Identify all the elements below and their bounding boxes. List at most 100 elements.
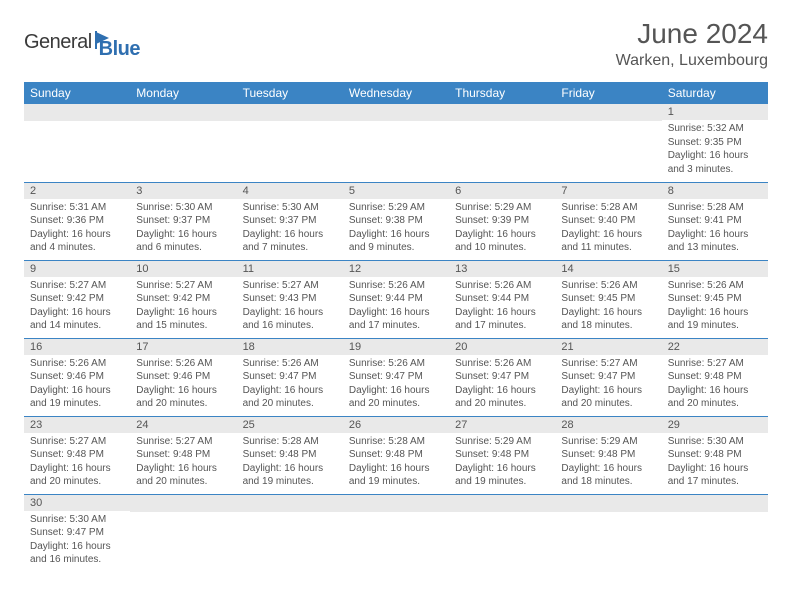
day-number: 23 — [24, 417, 130, 433]
day-cell: 6Sunrise: 5:29 AMSunset: 9:39 PMDaylight… — [449, 182, 555, 260]
day-details: Sunrise: 5:30 AMSunset: 9:48 PMDaylight:… — [662, 433, 768, 493]
day-number: 17 — [130, 339, 236, 355]
empty-cell — [237, 494, 343, 572]
day-cell: 24Sunrise: 5:27 AMSunset: 9:48 PMDayligh… — [130, 416, 236, 494]
day-cell: 27Sunrise: 5:29 AMSunset: 9:48 PMDayligh… — [449, 416, 555, 494]
day-details: Sunrise: 5:27 AMSunset: 9:42 PMDaylight:… — [130, 277, 236, 337]
day-details: Sunrise: 5:26 AMSunset: 9:47 PMDaylight:… — [237, 355, 343, 415]
day-cell: 28Sunrise: 5:29 AMSunset: 9:48 PMDayligh… — [555, 416, 661, 494]
day-details: Sunrise: 5:26 AMSunset: 9:45 PMDaylight:… — [555, 277, 661, 337]
day-number: 19 — [343, 339, 449, 355]
day-cell: 25Sunrise: 5:28 AMSunset: 9:48 PMDayligh… — [237, 416, 343, 494]
day-details: Sunrise: 5:27 AMSunset: 9:48 PMDaylight:… — [662, 355, 768, 415]
day-cell: 16Sunrise: 5:26 AMSunset: 9:46 PMDayligh… — [24, 338, 130, 416]
day-number: 12 — [343, 261, 449, 277]
empty-cell — [237, 104, 343, 182]
logo: General Blue — [24, 24, 140, 61]
day-number: 15 — [662, 261, 768, 277]
day-number: 8 — [662, 183, 768, 199]
day-details: Sunrise: 5:28 AMSunset: 9:48 PMDaylight:… — [237, 433, 343, 493]
day-cell: 14Sunrise: 5:26 AMSunset: 9:45 PMDayligh… — [555, 260, 661, 338]
day-details: Sunrise: 5:26 AMSunset: 9:47 PMDaylight:… — [343, 355, 449, 415]
calendar-table: SundayMondayTuesdayWednesdayThursdayFrid… — [24, 82, 768, 572]
day-cell: 9Sunrise: 5:27 AMSunset: 9:42 PMDaylight… — [24, 260, 130, 338]
day-details: Sunrise: 5:29 AMSunset: 9:39 PMDaylight:… — [449, 199, 555, 259]
day-details: Sunrise: 5:28 AMSunset: 9:40 PMDaylight:… — [555, 199, 661, 259]
weekday-header: Tuesday — [237, 82, 343, 104]
day-details: Sunrise: 5:26 AMSunset: 9:44 PMDaylight:… — [343, 277, 449, 337]
day-number: 29 — [662, 417, 768, 433]
weekday-header: Wednesday — [343, 82, 449, 104]
day-number: 13 — [449, 261, 555, 277]
day-number: 28 — [555, 417, 661, 433]
weekday-header-row: SundayMondayTuesdayWednesdayThursdayFrid… — [24, 82, 768, 104]
day-number: 6 — [449, 183, 555, 199]
day-number: 27 — [449, 417, 555, 433]
day-cell: 17Sunrise: 5:26 AMSunset: 9:46 PMDayligh… — [130, 338, 236, 416]
day-number: 26 — [343, 417, 449, 433]
weekday-header: Friday — [555, 82, 661, 104]
day-number: 7 — [555, 183, 661, 199]
calendar-row: 23Sunrise: 5:27 AMSunset: 9:48 PMDayligh… — [24, 416, 768, 494]
day-cell: 3Sunrise: 5:30 AMSunset: 9:37 PMDaylight… — [130, 182, 236, 260]
day-number: 10 — [130, 261, 236, 277]
day-details: Sunrise: 5:29 AMSunset: 9:38 PMDaylight:… — [343, 199, 449, 259]
day-number: 3 — [130, 183, 236, 199]
day-number: 11 — [237, 261, 343, 277]
day-number: 9 — [24, 261, 130, 277]
empty-cell — [343, 494, 449, 572]
day-number: 16 — [24, 339, 130, 355]
empty-cell — [343, 104, 449, 182]
day-details: Sunrise: 5:26 AMSunset: 9:47 PMDaylight:… — [449, 355, 555, 415]
day-details: Sunrise: 5:28 AMSunset: 9:48 PMDaylight:… — [343, 433, 449, 493]
day-cell: 7Sunrise: 5:28 AMSunset: 9:40 PMDaylight… — [555, 182, 661, 260]
day-number: 2 — [24, 183, 130, 199]
day-cell: 5Sunrise: 5:29 AMSunset: 9:38 PMDaylight… — [343, 182, 449, 260]
day-number: 18 — [237, 339, 343, 355]
empty-cell — [449, 494, 555, 572]
empty-cell — [555, 104, 661, 182]
day-cell: 1Sunrise: 5:32 AMSunset: 9:35 PMDaylight… — [662, 104, 768, 182]
day-details: Sunrise: 5:27 AMSunset: 9:48 PMDaylight:… — [24, 433, 130, 493]
day-details: Sunrise: 5:30 AMSunset: 9:37 PMDaylight:… — [237, 199, 343, 259]
day-details: Sunrise: 5:27 AMSunset: 9:47 PMDaylight:… — [555, 355, 661, 415]
day-cell: 23Sunrise: 5:27 AMSunset: 9:48 PMDayligh… — [24, 416, 130, 494]
day-details: Sunrise: 5:26 AMSunset: 9:45 PMDaylight:… — [662, 277, 768, 337]
title-block: June 2024 Warken, Luxembourg — [616, 18, 768, 70]
day-details: Sunrise: 5:30 AMSunset: 9:47 PMDaylight:… — [24, 511, 130, 571]
day-cell: 21Sunrise: 5:27 AMSunset: 9:47 PMDayligh… — [555, 338, 661, 416]
day-cell: 19Sunrise: 5:26 AMSunset: 9:47 PMDayligh… — [343, 338, 449, 416]
calendar-body: 1Sunrise: 5:32 AMSunset: 9:35 PMDaylight… — [24, 104, 768, 572]
header: General Blue June 2024 Warken, Luxembour… — [24, 18, 768, 70]
logo-text-general: General — [24, 31, 92, 54]
day-cell: 13Sunrise: 5:26 AMSunset: 9:44 PMDayligh… — [449, 260, 555, 338]
day-cell: 26Sunrise: 5:28 AMSunset: 9:48 PMDayligh… — [343, 416, 449, 494]
empty-cell — [555, 494, 661, 572]
day-number: 25 — [237, 417, 343, 433]
day-cell: 18Sunrise: 5:26 AMSunset: 9:47 PMDayligh… — [237, 338, 343, 416]
month-title: June 2024 — [616, 18, 768, 50]
day-number: 14 — [555, 261, 661, 277]
day-number: 5 — [343, 183, 449, 199]
day-details: Sunrise: 5:26 AMSunset: 9:46 PMDaylight:… — [24, 355, 130, 415]
location: Warken, Luxembourg — [616, 52, 768, 70]
day-details: Sunrise: 5:29 AMSunset: 9:48 PMDaylight:… — [449, 433, 555, 493]
day-cell: 10Sunrise: 5:27 AMSunset: 9:42 PMDayligh… — [130, 260, 236, 338]
day-details: Sunrise: 5:26 AMSunset: 9:44 PMDaylight:… — [449, 277, 555, 337]
calendar-row: 2Sunrise: 5:31 AMSunset: 9:36 PMDaylight… — [24, 182, 768, 260]
calendar-row: 30Sunrise: 5:30 AMSunset: 9:47 PMDayligh… — [24, 494, 768, 572]
day-cell: 20Sunrise: 5:26 AMSunset: 9:47 PMDayligh… — [449, 338, 555, 416]
day-details: Sunrise: 5:30 AMSunset: 9:37 PMDaylight:… — [130, 199, 236, 259]
day-details: Sunrise: 5:27 AMSunset: 9:42 PMDaylight:… — [24, 277, 130, 337]
day-number: 4 — [237, 183, 343, 199]
empty-cell — [130, 494, 236, 572]
calendar-row: 9Sunrise: 5:27 AMSunset: 9:42 PMDaylight… — [24, 260, 768, 338]
empty-cell — [24, 104, 130, 182]
empty-cell — [130, 104, 236, 182]
day-number: 21 — [555, 339, 661, 355]
day-number: 1 — [662, 104, 768, 120]
empty-cell — [449, 104, 555, 182]
logo-text-blue: Blue — [99, 38, 140, 60]
day-details: Sunrise: 5:28 AMSunset: 9:41 PMDaylight:… — [662, 199, 768, 259]
day-cell: 12Sunrise: 5:26 AMSunset: 9:44 PMDayligh… — [343, 260, 449, 338]
